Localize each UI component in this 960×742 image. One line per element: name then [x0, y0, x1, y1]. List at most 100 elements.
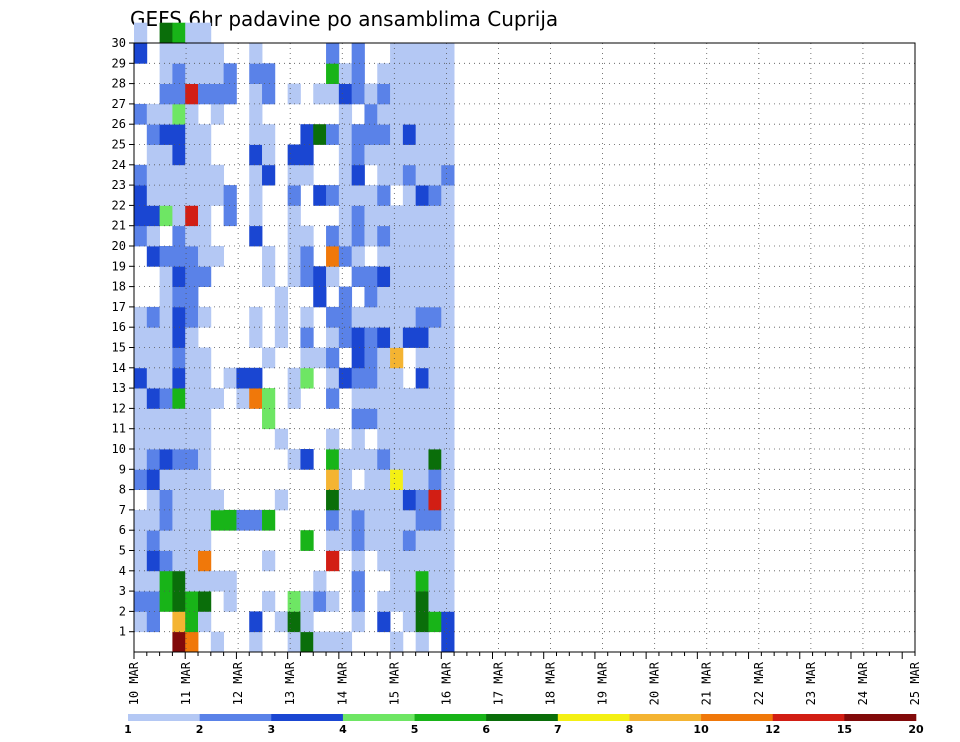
heatmap-cell [146, 530, 160, 551]
heatmap-cell [274, 286, 289, 308]
heatmap-cell [185, 286, 199, 308]
heatmap-cell [249, 367, 263, 389]
legend-swatch [772, 714, 845, 721]
heatmap-cell [198, 367, 212, 389]
heatmap-cell [262, 550, 276, 572]
heatmap-cell [146, 591, 160, 612]
heatmap-cell [159, 428, 173, 450]
heatmap-cell [390, 530, 404, 551]
heatmap-cell [185, 631, 199, 653]
heatmap-cell [415, 246, 429, 267]
heatmap-cell [287, 144, 301, 166]
heatmap-cell [351, 144, 365, 166]
heatmap-cell [185, 246, 199, 267]
heatmap-cell [338, 367, 353, 389]
heatmap-cell [313, 124, 327, 145]
heatmap-cell [402, 449, 417, 470]
heatmap-cell [172, 144, 186, 166]
heatmap-cell [146, 246, 160, 267]
heatmap-cell [338, 63, 353, 84]
x-tick-label: 14 MAR [335, 661, 349, 705]
heatmap-cell [274, 327, 289, 348]
heatmap-cell [198, 570, 212, 592]
heatmap-cell [338, 286, 353, 308]
heatmap-cell [364, 103, 378, 125]
heatmap-cell [441, 530, 455, 551]
y-tick-label: 18 [112, 280, 126, 294]
heatmap-cell [415, 591, 429, 612]
heatmap-cell [428, 469, 442, 490]
legend-swatch [414, 714, 487, 721]
heatmap-cell [172, 408, 186, 430]
heatmap-cell [351, 449, 365, 470]
heatmap-cell [415, 306, 429, 328]
heatmap-cell [198, 83, 212, 105]
heatmap-cell [249, 185, 263, 206]
y-tick-label: 7 [119, 503, 126, 517]
heatmap-cell [287, 246, 301, 267]
heatmap-cell [351, 164, 365, 186]
legend-label: 20 [908, 723, 924, 736]
x-tick-label: 12 MAR [231, 661, 245, 705]
heatmap-cell [198, 164, 212, 186]
heatmap-cell [390, 489, 404, 511]
heatmap-cell [185, 185, 199, 206]
heatmap-cell [159, 570, 173, 592]
heatmap-cell [249, 306, 263, 328]
heatmap-cell [402, 144, 417, 166]
y-tick-label: 20 [112, 239, 126, 253]
heatmap-cell [402, 266, 417, 287]
heatmap-cell [415, 286, 429, 308]
heatmap-cell [249, 83, 263, 105]
heatmap-cell [159, 164, 173, 186]
heatmap-cell [146, 124, 160, 145]
heatmap-cell [249, 63, 263, 84]
heatmap-cell [377, 367, 391, 389]
heatmap-cell [185, 43, 199, 64]
heatmap-cell [441, 367, 455, 389]
heatmap-cell [287, 225, 301, 247]
heatmap-cell [402, 509, 417, 531]
heatmap-cell [134, 469, 148, 490]
heatmap-cell [210, 631, 225, 653]
heatmap-cell [274, 611, 289, 633]
heatmap-cell [390, 306, 404, 328]
heatmap-cell [351, 570, 365, 592]
heatmap-cell [415, 124, 429, 145]
heatmap-cell [390, 388, 404, 409]
heatmap-cell [185, 367, 199, 389]
heatmap-cell [249, 205, 263, 227]
heatmap-cell [338, 449, 353, 470]
heatmap-cell [300, 530, 314, 551]
heatmap-cell [364, 388, 378, 409]
heatmap-cell [326, 449, 340, 470]
heatmap-cell [441, 469, 455, 490]
x-tick-label: 18 MAR [544, 661, 558, 705]
heatmap-cell [210, 388, 225, 409]
heatmap-cell [300, 591, 314, 612]
heatmap-cell [146, 428, 160, 450]
heatmap-cell [159, 83, 173, 105]
heatmap-cell [300, 449, 314, 470]
legend-swatch [342, 714, 415, 721]
heatmap-cell [338, 103, 353, 125]
x-tick-label: 11 MAR [179, 661, 193, 705]
heatmap-cell [351, 428, 365, 450]
heatmap-cell [159, 144, 173, 166]
heatmap-cell [249, 509, 263, 531]
heatmap-cell [351, 43, 365, 64]
heatmap-cell [402, 306, 417, 328]
heatmap-cell [249, 43, 263, 64]
heatmap-cell [390, 205, 404, 227]
heatmap-cell [223, 591, 237, 612]
heatmap-cell [428, 286, 442, 308]
heatmap-cell [172, 306, 186, 328]
heatmap-cell [134, 367, 148, 389]
heatmap-cell [441, 631, 455, 653]
heatmap-cell [134, 388, 148, 409]
heatmap-cell [402, 611, 417, 633]
heatmap-cell [185, 347, 199, 369]
heatmap-cell [377, 509, 391, 531]
heatmap-cell [364, 266, 378, 287]
